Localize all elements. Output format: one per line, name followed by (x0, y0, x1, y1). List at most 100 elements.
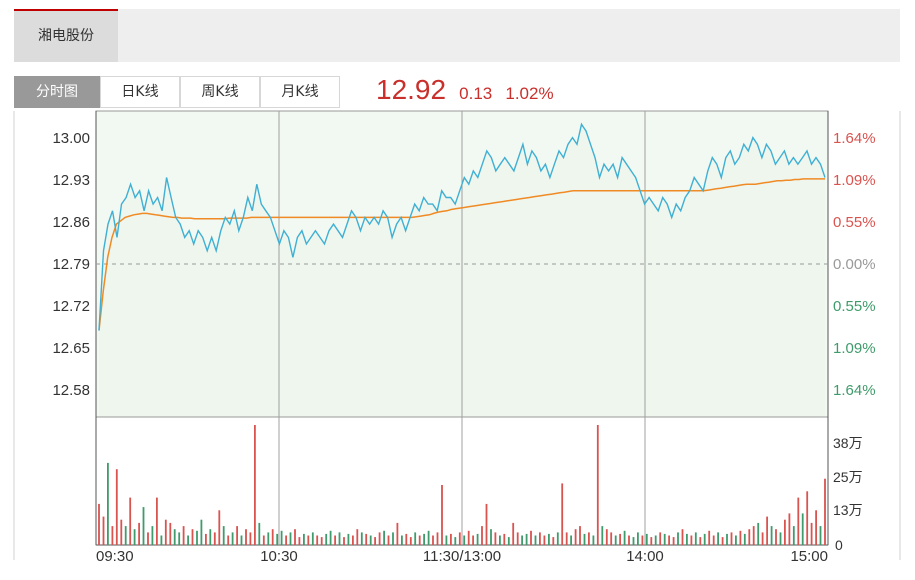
volume-bar (147, 532, 149, 545)
volume-bar (173, 529, 176, 545)
volume-bar (708, 530, 711, 545)
volume-bar (726, 533, 728, 545)
average-price-line (98, 178, 825, 331)
volume-bar (766, 516, 768, 545)
volume-bar (810, 522, 813, 545)
volume-bar (499, 535, 501, 545)
pct-tick-2: 0.55% (833, 214, 876, 231)
volume-bar (534, 535, 537, 545)
volume-bar (298, 537, 301, 545)
volume-bar (276, 533, 279, 545)
volume-bar (632, 537, 635, 545)
volume-bar (454, 537, 457, 545)
volume-bar (120, 519, 123, 545)
tab-weekly-k[interactable]: 周K线 (180, 76, 260, 108)
volume-bar (307, 535, 310, 545)
pct-tick-0: 1.64% (833, 130, 876, 147)
volume-bar (481, 526, 483, 545)
pct-tick-4: 0.55% (833, 298, 876, 315)
volume-bar (476, 533, 479, 545)
volume-bar (668, 535, 670, 545)
volume-bar (779, 532, 782, 545)
volume-bar (605, 529, 608, 545)
volume-bar (507, 537, 510, 545)
y-tick-4: 12.72 (52, 298, 90, 315)
volume-bar (472, 535, 474, 545)
x-tick-1: 10:30 (260, 548, 298, 565)
volume-bar (512, 522, 515, 545)
volume-bar (320, 537, 323, 545)
volume-bar (418, 535, 421, 545)
y-tick-5: 12.65 (52, 340, 90, 357)
tab-monthly-k[interactable]: 月K线 (260, 76, 340, 108)
volume-bar (374, 537, 376, 545)
volume-bar (556, 532, 559, 545)
volume-bar (360, 532, 363, 545)
x-tick-2: 11:30/13:00 (423, 548, 501, 565)
volume-tick-0: 38万 (833, 435, 863, 451)
volume-bar (730, 532, 733, 545)
volume-bar (574, 529, 577, 545)
volume-bar (445, 535, 448, 545)
volume-bar (770, 526, 773, 545)
volume-bar (178, 532, 181, 545)
volume-bar (752, 526, 755, 545)
volume-bar (463, 535, 466, 545)
volume-bar (111, 526, 114, 545)
volume-bar (748, 529, 751, 545)
price-change-percent: 1.02% (505, 84, 554, 103)
volume-bar (637, 532, 639, 545)
volume-bar (712, 535, 715, 545)
volume-bar (601, 526, 604, 545)
volume-bar (614, 535, 617, 545)
volume-bar (583, 533, 586, 545)
volume-bar (107, 462, 109, 545)
volume-bar (743, 533, 746, 545)
volume-bar (735, 535, 737, 545)
volume-bar (592, 535, 595, 545)
volume-bar (160, 535, 163, 545)
volume-bar (654, 535, 657, 545)
volume-bar (369, 535, 372, 545)
pct-tick-3: 0.00% (833, 256, 876, 273)
tab-intraday[interactable]: 分时图 (14, 76, 100, 108)
volume-bar (164, 519, 167, 545)
volume-bar (102, 516, 105, 545)
volume-bar (645, 533, 648, 545)
volume-bar (467, 530, 470, 545)
volume-bar (686, 533, 688, 545)
volume-bar (280, 530, 283, 545)
volume-bar (392, 532, 394, 545)
tab-daily-k[interactable]: 日K线 (100, 76, 180, 108)
volume-bar (325, 533, 328, 545)
volume-bar (659, 532, 662, 545)
volume-bar (294, 529, 296, 545)
volume-bar (289, 532, 292, 545)
volume-bar (352, 535, 354, 545)
volume-tick-2: 13万 (833, 502, 863, 518)
volume-bar (200, 519, 203, 545)
volume-bar (387, 535, 390, 545)
volume-bar (156, 497, 158, 545)
volume-bar (129, 497, 132, 545)
volume-bar (98, 503, 100, 545)
volume-bar (191, 529, 194, 545)
volume-bar (530, 530, 532, 545)
volume-bar (703, 533, 706, 545)
volume-bar (303, 533, 305, 545)
volume-bar (824, 478, 826, 545)
volume-bar (124, 526, 127, 545)
volume-bar (285, 535, 287, 545)
price-change: 0.13 (459, 84, 493, 103)
stock-tab-bar: 湘电股份 (14, 9, 900, 62)
volume-bar (628, 535, 630, 545)
volume-bar (539, 532, 541, 545)
volume-bar (436, 532, 439, 545)
volume-bar (717, 532, 719, 545)
volume-bar (383, 530, 385, 545)
volume-bar (142, 507, 145, 545)
pct-tick-1: 1.09% (833, 172, 876, 189)
volume-bar (694, 532, 697, 545)
stock-tab[interactable]: 湘电股份 (14, 9, 118, 62)
